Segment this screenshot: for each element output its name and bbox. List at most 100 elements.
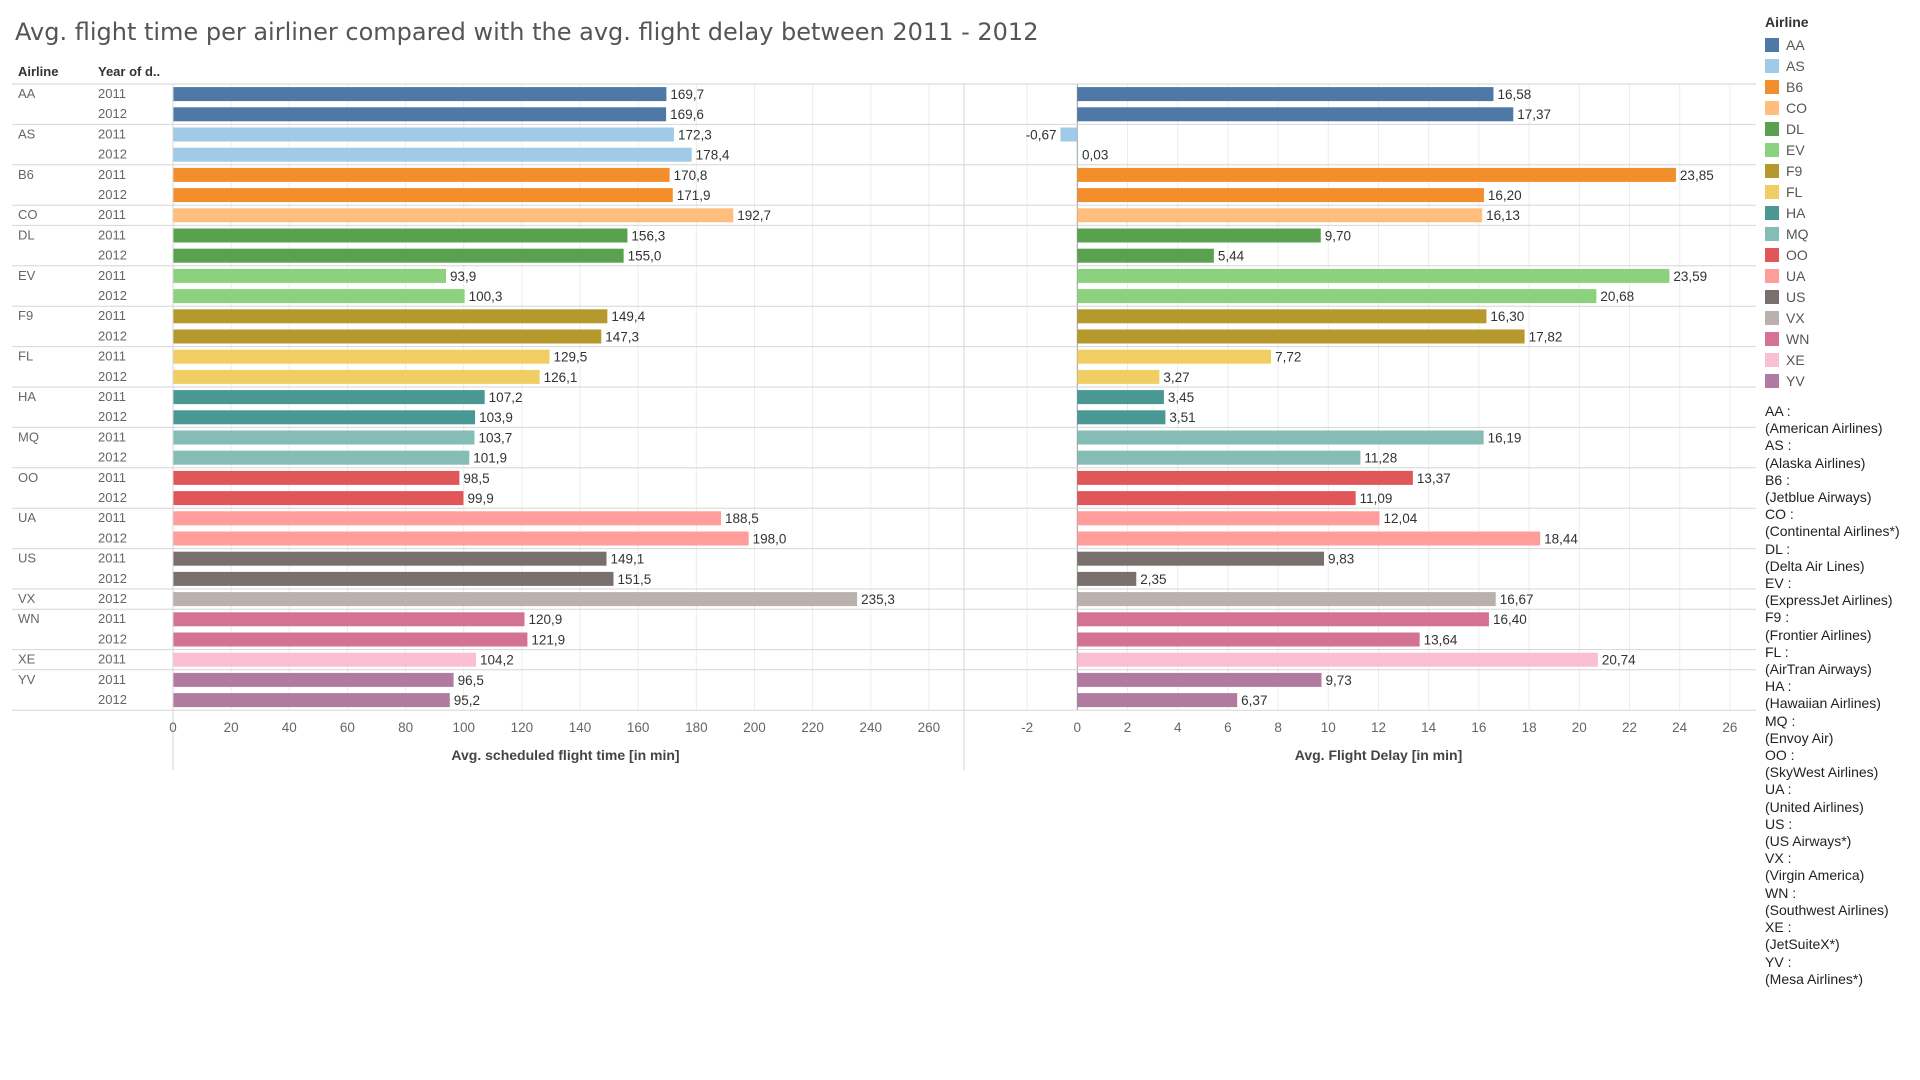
data-label-delay: 16,58 [1497, 87, 1531, 102]
tick-label-flight-time: 260 [918, 720, 941, 735]
bar-flight-time [173, 410, 476, 425]
legend-item: YV [1765, 370, 1915, 391]
year-label: 2011 [98, 227, 126, 242]
header-airline: Airline [18, 64, 58, 79]
note-airline-code: UA : [1765, 781, 1792, 798]
bar-delay [1077, 248, 1214, 263]
note-airline-code: F9 : [1765, 609, 1790, 626]
data-label-flight-time: 120,9 [529, 612, 563, 627]
legend-label: US [1786, 288, 1806, 305]
note-airline-code: XE : [1765, 919, 1792, 936]
data-label-delay: 18,44 [1544, 531, 1578, 546]
data-label-delay: 17,37 [1517, 107, 1551, 122]
legend-item: WN [1765, 328, 1915, 349]
legend-label: F9 [1786, 162, 1803, 179]
note-airline-name: (Southwest Airlines) [1765, 901, 1889, 918]
note-airline-name: (Virgin America) [1765, 867, 1865, 884]
note-airline-code: YV : [1765, 953, 1792, 970]
data-label-delay: -0,67 [1026, 127, 1057, 142]
data-label-delay: 11,09 [1360, 491, 1393, 506]
airline-label: FL [18, 349, 33, 364]
legend-items: AA AS B6 CO DL EV F9 FL HA MQ OO UA US VX WN XE YV [1765, 34, 1915, 391]
legend-swatch [1765, 121, 1779, 136]
legend-item: VX [1765, 307, 1915, 328]
legend-swatch [1765, 37, 1779, 52]
year-label: 2012 [98, 328, 127, 343]
bar-flight-time [173, 147, 692, 162]
airline-label: HA [18, 389, 36, 404]
bar-flight-time [173, 511, 722, 526]
year-label: 2011 [98, 268, 126, 283]
bar-flight-time [173, 531, 749, 546]
note-airline-code: VX : [1765, 850, 1792, 867]
year-label: 2011 [98, 167, 126, 182]
year-label: 2011 [98, 86, 126, 101]
data-label-flight-time: 155,0 [628, 249, 662, 264]
tick-label-flight-time: 140 [569, 720, 592, 735]
tick-label-delay: 20 [1572, 720, 1587, 735]
legend-item: F9 [1765, 160, 1915, 181]
bar-delay [1077, 571, 1137, 586]
tick-label-flight-time: 160 [627, 720, 650, 735]
data-label-flight-time: 172,3 [678, 127, 712, 142]
legend-swatch [1765, 184, 1779, 199]
note-airline-name: (Continental Airlines*) [1765, 523, 1900, 540]
legend-label: WN [1786, 330, 1810, 347]
tick-label-delay: 8 [1274, 720, 1282, 735]
legend-item: UA [1765, 265, 1915, 286]
chart-title: Avg. flight time per airliner compared w… [15, 18, 1039, 46]
bar-flight-time [173, 592, 858, 607]
data-label-delay: 16,13 [1486, 208, 1520, 223]
tick-label-delay: 24 [1672, 720, 1688, 735]
bar-delay [1077, 167, 1676, 182]
airline-name-notes: AA : (American Airlines) AS : (Alaska Airli… [1765, 403, 1900, 988]
data-label-delay: 13,37 [1417, 471, 1451, 486]
tick-label-delay: 6 [1224, 720, 1232, 735]
bar-delay [1077, 592, 1496, 607]
tick-label-flight-time: 20 [224, 720, 239, 735]
airline-label: AA [18, 86, 36, 101]
bar-flight-time [173, 188, 673, 203]
data-label-flight-time: 129,5 [554, 350, 588, 365]
legend-title: Airline [1765, 14, 1809, 30]
airline-label: AS [18, 126, 36, 141]
data-label-flight-time: 156,3 [631, 228, 665, 243]
airline-label: OO [18, 470, 38, 485]
data-label-flight-time: 235,3 [861, 592, 895, 607]
data-label-flight-time: 151,5 [617, 572, 651, 587]
data-label-flight-time: 170,8 [674, 168, 708, 183]
data-label-flight-time: 95,2 [454, 693, 480, 708]
legend-label: AS [1786, 57, 1805, 74]
data-label-delay: 9,73 [1326, 673, 1352, 688]
airline-label: CO [18, 207, 38, 222]
year-label: 2011 [98, 652, 126, 667]
tick-label-flight-time: 220 [801, 720, 824, 735]
bar-delay [1077, 289, 1597, 304]
note-airline-name: (American Airlines) [1765, 420, 1883, 437]
legend-label: XE [1786, 351, 1805, 368]
year-label: 2012 [98, 147, 127, 162]
legend-item: XE [1765, 349, 1915, 370]
legend-label: OO [1786, 246, 1808, 263]
year-label: 2012 [98, 490, 127, 505]
data-label-flight-time: 107,2 [489, 390, 523, 405]
year-label: 2011 [98, 551, 126, 566]
airline-label: B6 [18, 167, 34, 182]
year-label: 2011 [98, 308, 126, 323]
tick-label-flight-time: 240 [860, 720, 883, 735]
note-airline-name: (SkyWest Airlines) [1765, 764, 1879, 781]
bar-delay [1077, 208, 1483, 223]
tick-label-flight-time: 200 [743, 720, 766, 735]
legend-swatch [1765, 310, 1779, 325]
airline-label: VX [18, 591, 36, 606]
tick-label-delay: 0 [1074, 720, 1082, 735]
data-label-delay: 16,30 [1490, 309, 1524, 324]
data-label-delay: 16,20 [1488, 188, 1522, 203]
note-airline-code: DL : [1765, 540, 1791, 557]
tick-label-flight-time: 60 [340, 720, 355, 735]
note-airline-name: (US Airways*) [1765, 833, 1852, 850]
data-label-delay: 3,51 [1169, 410, 1195, 425]
legend-swatch [1765, 247, 1779, 262]
bar-delay [1077, 632, 1420, 647]
data-label-flight-time: 198,0 [753, 531, 787, 546]
